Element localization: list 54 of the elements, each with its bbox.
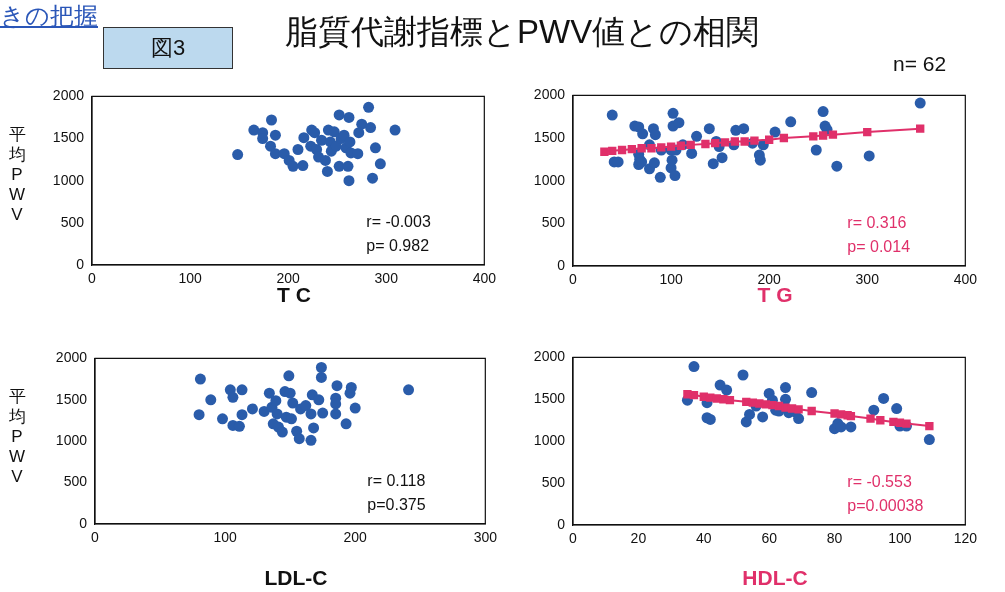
- annotation: r= 0.316: [847, 214, 907, 231]
- y-tick-label: 500: [63, 473, 88, 490]
- y-tick-label: 1000: [533, 171, 566, 188]
- y-tick-label: 500: [541, 473, 566, 490]
- y-tick-label: 0: [557, 515, 566, 532]
- annotation: p=0.375: [367, 496, 426, 513]
- annotation: p= 0.982: [366, 237, 430, 254]
- caption: 図3: [103, 27, 233, 69]
- x-tick-label: 80: [826, 530, 843, 547]
- text: n= 62: [893, 52, 947, 76]
- x-tick-label: 100: [888, 530, 912, 547]
- annotation: p=0.00038: [847, 497, 924, 514]
- y-tick-label: 2000: [533, 348, 566, 365]
- y-tick-label: 1500: [55, 390, 88, 407]
- x-tick-label: 40: [695, 530, 712, 547]
- y-tick-label: 2000: [533, 86, 566, 103]
- x-tick-label: 0: [569, 271, 578, 288]
- y-tick-label: 0: [79, 514, 88, 531]
- x-tick-label: 300: [374, 270, 399, 287]
- x-tick-label: 120: [953, 530, 978, 547]
- y-tick-label: 0: [76, 255, 85, 272]
- text: 脂質代謝指標とPWV値との相関: [285, 12, 760, 52]
- x-tick-label: 0: [91, 529, 100, 546]
- y-tick-label: 500: [541, 214, 566, 231]
- x-tick-label: 100: [213, 529, 237, 546]
- x-axis-title: LDL-C: [263, 566, 329, 590]
- y-tick-label: 1500: [52, 129, 85, 146]
- x-tick-label: 300: [473, 529, 498, 546]
- x-tick-label: 400: [953, 271, 978, 288]
- annotation: r= 0.118: [367, 472, 426, 489]
- y-axis-title: 平均PWV: [8, 125, 26, 225]
- y-tick-label: 0: [557, 256, 566, 273]
- x-tick-label: 200: [343, 529, 368, 546]
- y-tick-label: 2000: [55, 349, 88, 366]
- x-tick-label: 20: [630, 530, 647, 547]
- annotation: r= -0.003: [366, 213, 431, 230]
- y-tick-label: 1500: [533, 390, 566, 407]
- annotation: r= -0.553: [847, 473, 912, 490]
- x-tick-label: 400: [472, 270, 497, 287]
- x-axis-title: HDL-C: [741, 566, 809, 590]
- text: きの把握: [0, 1, 98, 31]
- x-tick-label: 100: [178, 270, 202, 287]
- y-tick-label: 1000: [533, 432, 566, 449]
- x-tick-label: 0: [569, 530, 578, 547]
- x-tick-label: 300: [855, 271, 880, 288]
- annotation: p= 0.014: [847, 238, 911, 255]
- x-tick-label: 100: [659, 271, 683, 288]
- y-axis-title: 平均PWV: [8, 387, 26, 487]
- y-tick-label: 1500: [533, 128, 566, 145]
- y-tick-label: 2000: [52, 87, 85, 104]
- y-tick-label: 500: [60, 213, 85, 230]
- x-tick-label: 60: [761, 530, 778, 547]
- y-tick-label: 1000: [55, 432, 88, 449]
- y-tick-label: 1000: [52, 171, 85, 188]
